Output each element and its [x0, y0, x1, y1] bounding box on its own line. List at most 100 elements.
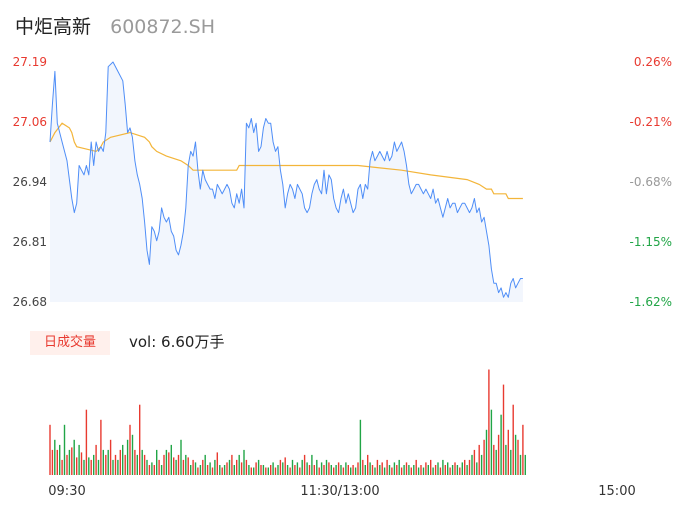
volume-bar [257, 459, 260, 475]
volume-bar [134, 449, 136, 475]
volume-bar [342, 467, 345, 475]
volume-bar [190, 465, 192, 475]
volume-bar [514, 434, 517, 475]
volume-bar [391, 467, 393, 475]
volume-bar [398, 459, 400, 475]
volume-bar [417, 467, 420, 475]
volume-bar [405, 462, 408, 475]
volume-bar [88, 457, 90, 475]
volume-bar [345, 462, 347, 475]
volume-bar [437, 462, 439, 475]
volume-bar [78, 444, 80, 475]
volume-bar [277, 465, 279, 475]
stock-name: 中炬高新 [15, 16, 92, 38]
volume-bar [262, 465, 265, 475]
volume-bar [374, 467, 376, 475]
volume-bar [156, 449, 158, 475]
volume-bar [90, 459, 92, 475]
volume-bar [153, 465, 155, 475]
volume-bar [139, 404, 141, 475]
x-tick-label: 15:00 [598, 484, 635, 499]
volume-bar [209, 462, 211, 475]
volume-bar [308, 465, 311, 475]
volume-bar [63, 424, 66, 475]
volume-bar [95, 444, 97, 475]
price-area [50, 62, 523, 302]
volume-bar [243, 449, 245, 475]
volume-bar [216, 452, 218, 475]
volume-bar [136, 454, 138, 475]
volume-bar [119, 449, 121, 475]
stock-header: 中炬高新 600872.SH [15, 12, 215, 40]
volume-tag[interactable]: 日成交量 [30, 331, 110, 355]
volume-bar [430, 459, 432, 475]
volume-bar [76, 457, 78, 475]
y-axis-left: 27.19 27.06 26.94 26.81 26.68 [13, 55, 47, 309]
volume-bar [170, 444, 172, 475]
volume-bar [425, 462, 427, 475]
volume-bar [383, 467, 386, 475]
volume-bar [415, 459, 417, 475]
volume-bar [289, 467, 291, 475]
volume-bar [117, 459, 119, 475]
volume-bar [500, 414, 502, 475]
volume-bar [253, 467, 255, 475]
volume-bar [388, 465, 391, 475]
volume-bar [56, 449, 58, 475]
y-right-tick-label: -0.68% [630, 175, 672, 189]
volume-bar [359, 419, 362, 475]
volume-bar [199, 465, 202, 475]
volume-bars [49, 369, 526, 475]
volume-bar [194, 462, 197, 475]
volume-bar [410, 467, 412, 475]
volume-bar [177, 454, 180, 475]
volume-bar [456, 465, 459, 475]
volume-bar [175, 459, 177, 475]
volume-bar [354, 467, 357, 475]
volume-bar [328, 462, 330, 475]
volume-bar [461, 462, 463, 475]
volume-bar [126, 439, 129, 475]
volume-bar [301, 459, 303, 475]
volume-bar [522, 424, 524, 475]
volume-bar [471, 454, 473, 475]
volume-bar [364, 465, 366, 475]
volume-bar [413, 465, 415, 475]
volume-bar [340, 465, 342, 475]
volume-bar [335, 465, 337, 475]
volume-bar [143, 454, 146, 475]
volume-bar [379, 465, 381, 475]
volume-bar [444, 465, 446, 475]
volume-bar [202, 459, 204, 475]
volume-bar [114, 454, 117, 475]
volume-bar [107, 449, 109, 475]
volume-bar [66, 454, 68, 475]
volume-bar [393, 462, 396, 475]
volume-bar [233, 465, 235, 475]
volume-bar [165, 449, 168, 475]
volume-bar [313, 465, 315, 475]
volume-bar [488, 369, 490, 475]
volume-bar [507, 429, 509, 475]
y-left-tick-label: 26.81 [13, 235, 47, 249]
volume-bar [333, 467, 335, 475]
volume-bar [422, 467, 425, 475]
volume-bar [160, 465, 163, 475]
price-series [49, 61, 523, 298]
volume-bar [214, 459, 216, 475]
volume-bar [306, 462, 308, 475]
volume-bar [480, 454, 483, 475]
x-axis: 09:30 11:30/13:00 15:00 [48, 484, 635, 499]
average-series [49, 122, 523, 200]
volume-bar [294, 465, 296, 475]
volume-bar [122, 444, 124, 475]
volume-bar [282, 462, 284, 475]
volume-bar [420, 465, 422, 475]
volume-bar [490, 409, 493, 475]
volume-bar [320, 462, 323, 475]
volume-bar [148, 465, 151, 475]
volume-bar [260, 465, 262, 475]
volume-bar [124, 454, 126, 475]
volume-bar [512, 404, 514, 475]
volume-bar [54, 439, 56, 475]
